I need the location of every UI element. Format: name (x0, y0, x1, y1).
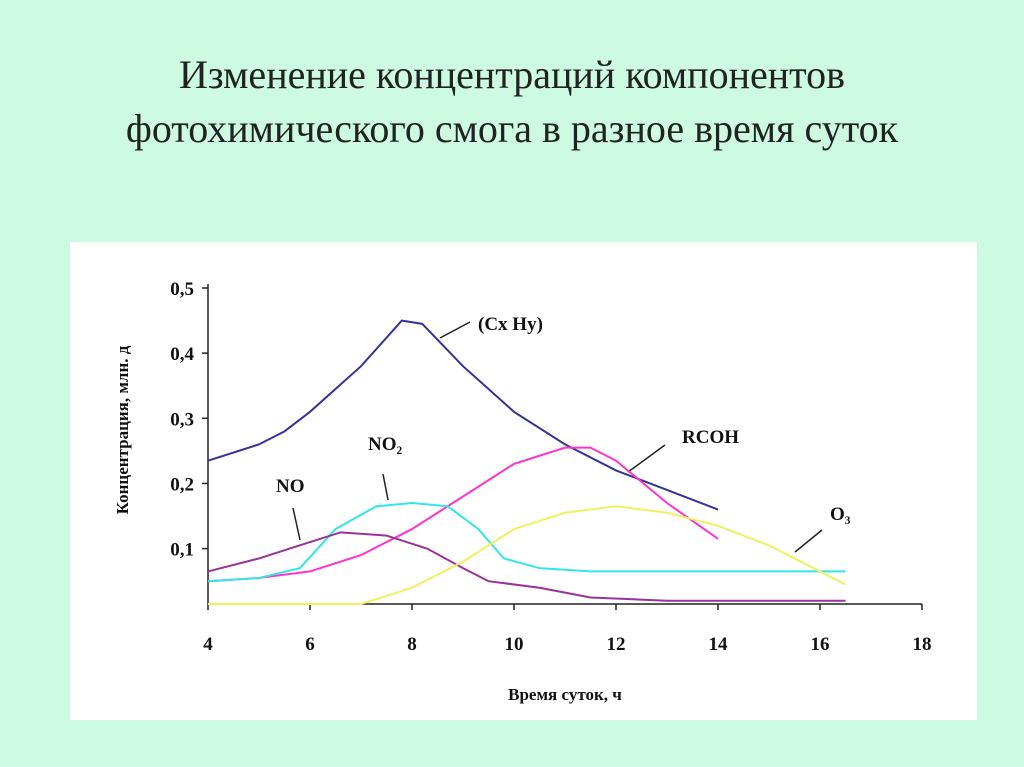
series-label: O₃ (830, 504, 851, 525)
y-tick-label: 0,1 (170, 540, 194, 561)
series-line (207, 531, 846, 602)
series-line (207, 319, 719, 511)
y-axis-title: Концентрация, млн. д (113, 345, 132, 514)
y-tick-label: 0,2 (170, 474, 194, 495)
chart-panel (70, 242, 977, 720)
series-label: RCOH (682, 427, 739, 448)
series-line (207, 502, 846, 583)
series-line (207, 446, 719, 583)
series-label: (Cx Hy) (478, 314, 543, 335)
leader-line (794, 529, 823, 553)
leader-line (439, 321, 471, 339)
x-tick-label: 18 (913, 634, 932, 655)
x-tick-label: 16 (811, 634, 830, 655)
y-tick-label: 0,5 (170, 279, 194, 300)
x-tick-label: 14 (709, 634, 729, 655)
series-label: NO₂ (368, 434, 403, 455)
leader-line (382, 473, 389, 501)
leader-line (627, 444, 666, 473)
x-tick-label: 4 (203, 634, 213, 655)
x-tick-label: 6 (305, 634, 315, 655)
series-label: NO (276, 476, 305, 497)
x-axis-title: Время суток, ч (508, 685, 622, 704)
y-tick-label: 0,4 (170, 344, 194, 365)
slide-title: Изменение концентраций компонентов фотох… (125, 52, 899, 151)
leader-lines (292, 321, 823, 553)
x-tick-label: 8 (407, 634, 417, 655)
x-tick-label: 10 (505, 634, 524, 655)
y-tick-label: 0,3 (170, 409, 194, 430)
series-line (208, 505, 846, 605)
x-tick-label: 12 (607, 634, 626, 655)
leader-line (292, 507, 301, 541)
